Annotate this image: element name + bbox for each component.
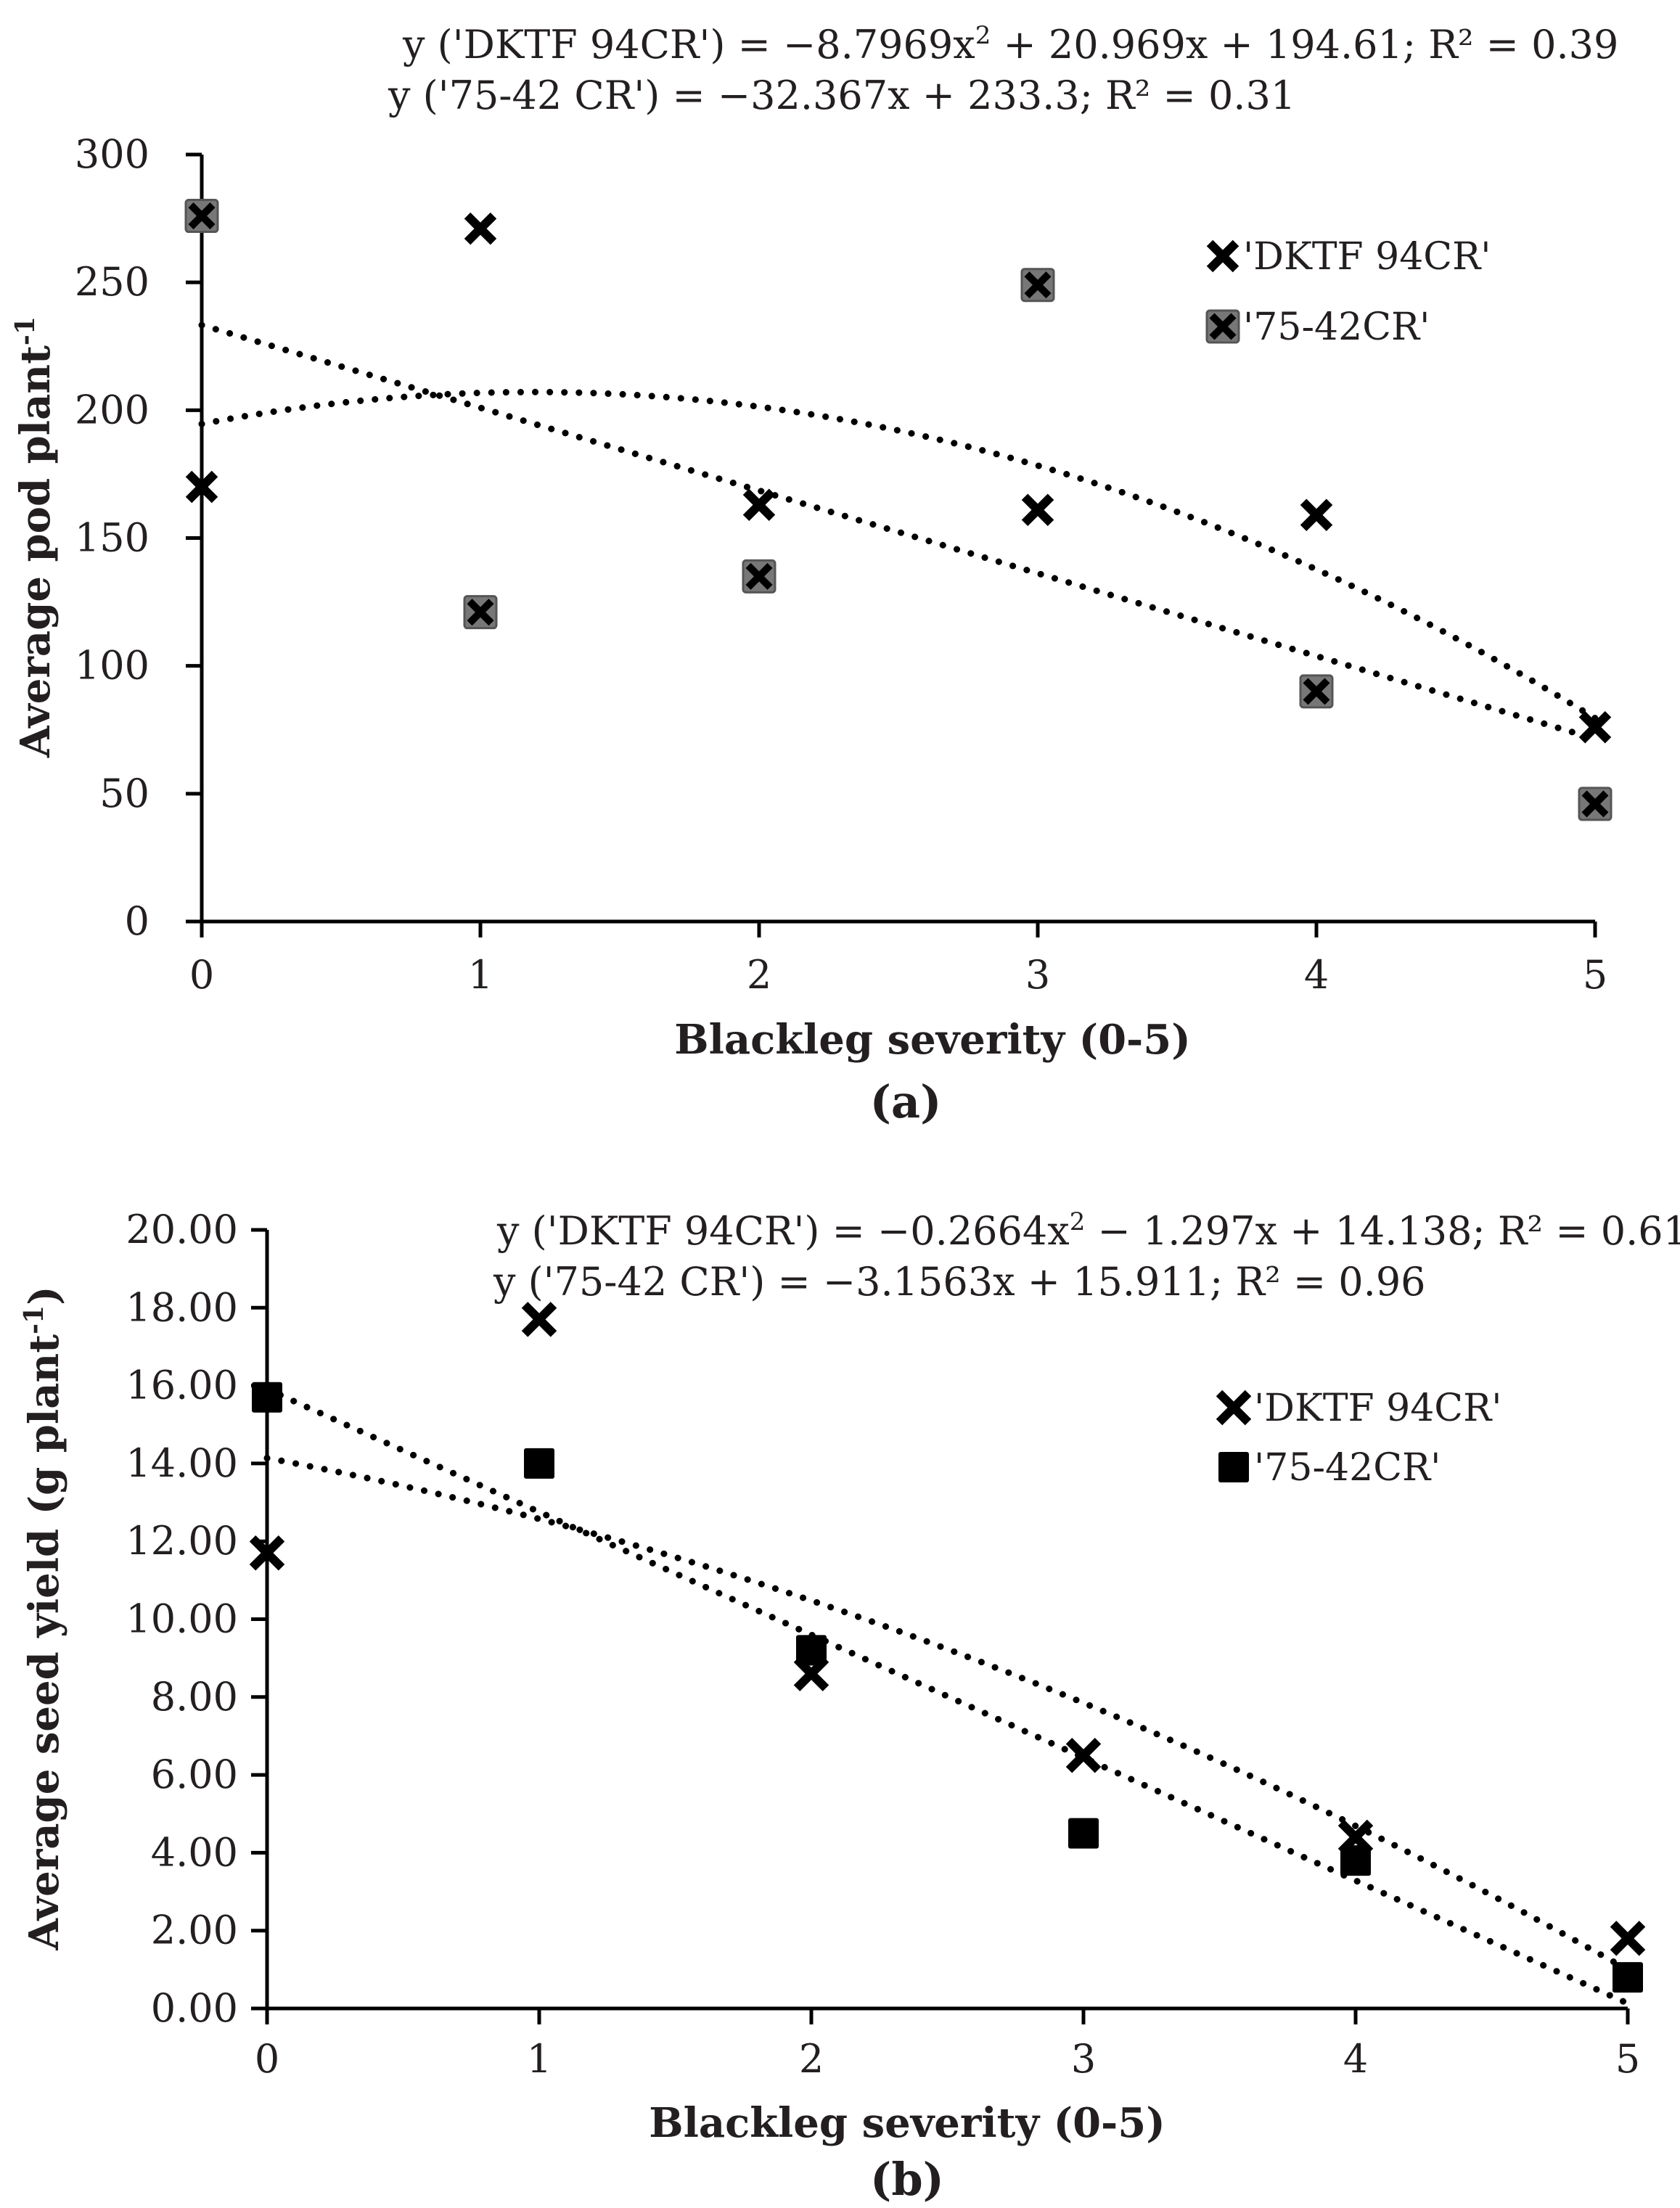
- series1-point-1: [521, 1302, 557, 1337]
- equation-2: y ('75-42 CR') = −3.1563x + 15.911; R² =…: [493, 1259, 1426, 1305]
- equation-2: y ('75-42 CR') = −32.367x + 233.3; R² = …: [388, 73, 1295, 118]
- series2-point-4-x-2: [1303, 678, 1330, 705]
- series2-point-0: [184, 199, 219, 234]
- y-tick-label-10: 20.00: [126, 1207, 238, 1252]
- x-tick-label-1: 1: [468, 952, 493, 998]
- series2-point-0: [252, 1382, 282, 1413]
- x-tick-label-1: 1: [527, 2036, 552, 2082]
- legend-marker-1: [1206, 239, 1239, 273]
- x-tick-label-5: 5: [1583, 952, 1607, 998]
- y-tick-label-2: 100: [75, 643, 149, 689]
- series1-point-5-stroke-2: [1610, 1921, 1646, 1956]
- x-tick-label-4: 4: [1304, 952, 1329, 998]
- trendline-1: [198, 388, 1599, 722]
- y-tick-label-4: 8.00: [151, 1674, 238, 1720]
- x-tick-label-3: 3: [1025, 952, 1050, 998]
- series2-point-1-x-2: [467, 599, 494, 626]
- series2-point-2: [742, 559, 777, 594]
- series2-point-0-x-2: [188, 202, 216, 230]
- series1-point-3: [1021, 493, 1054, 526]
- y-tick-label-3: 150: [75, 515, 149, 561]
- y-axis-title: Average seed yield (g plant-1): [19, 1286, 68, 1950]
- trendline-2: [263, 1385, 1631, 2007]
- chart-b: y ('DKTF 94CR') = −0.2664x2 − 1.297x + 1…: [19, 1207, 1680, 2206]
- series2-point-5: [1578, 787, 1613, 821]
- x-axis-title: Blackleg severity (0-5): [674, 1016, 1191, 1064]
- legend-marker-1-stroke-2: [1216, 1390, 1252, 1426]
- series1-point-5: [1610, 1921, 1646, 1956]
- y-tick-label-6: 300: [75, 131, 149, 177]
- series1-point-0-stroke-2: [249, 1535, 285, 1571]
- trendline-2: [198, 321, 1599, 742]
- y-tick-label-1: 50: [99, 771, 149, 816]
- series2-point-2-x-2: [745, 562, 773, 590]
- equation-1: y ('DKTF 94CR') = −8.7969x2 + 20.969x + …: [402, 21, 1618, 67]
- series2-point-4: [1340, 1845, 1371, 1876]
- x-tick-label-0: 0: [189, 952, 214, 998]
- x-tick-label-3: 3: [1071, 2036, 1096, 2082]
- series1-point-3-stroke-2: [1065, 1738, 1102, 1773]
- series2-point-1: [524, 1448, 554, 1479]
- y-axis-title: Average pod plant-1: [10, 316, 60, 758]
- y-tick-label-9: 18.00: [126, 1284, 238, 1330]
- legend-marker-2: [1218, 1452, 1249, 1482]
- equation-1: y ('DKTF 94CR') = −0.2664x2 − 1.297x + 1…: [496, 1207, 1680, 1254]
- series1-point-3-stroke-2: [1021, 493, 1054, 526]
- series2-point-5-x-2: [1581, 790, 1609, 818]
- trendline-1: [263, 1455, 1631, 1974]
- y-tick-label-5: 250: [75, 259, 149, 305]
- series1-point-1: [464, 212, 497, 245]
- series1-point-5: [1578, 710, 1612, 744]
- legend-label-2: '75-42CR': [1254, 1446, 1441, 1490]
- legend-marker-1-stroke-2: [1206, 239, 1239, 273]
- series1-point-4: [1300, 498, 1333, 532]
- y-tick-label-0: 0: [125, 898, 149, 944]
- y-tick-label-5: 10.00: [126, 1596, 238, 1642]
- series2-point-5: [1613, 1962, 1643, 1993]
- legend-label-1: 'DKTF 94CR': [1254, 1387, 1502, 1430]
- series2-point-3: [1020, 268, 1055, 303]
- x-tick-label-2: 2: [747, 952, 771, 998]
- series1-point-2: [742, 488, 776, 521]
- series2-point-3: [1068, 1818, 1099, 1849]
- series2-point-1: [463, 595, 498, 630]
- series1-point-2-stroke-2: [742, 488, 776, 521]
- series1-point-1-stroke-2: [464, 212, 497, 245]
- series1-point-0: [249, 1535, 285, 1571]
- y-tick-label-1: 2.00: [151, 1908, 238, 1953]
- chart-a: y ('DKTF 94CR') = −8.7969x2 + 20.969x + …: [10, 21, 1618, 1128]
- series1-point-4-stroke-2: [1300, 498, 1333, 532]
- y-tick-label-4: 200: [75, 387, 149, 432]
- series2-point-4: [1299, 674, 1334, 709]
- y-tick-label-7: 14.00: [126, 1440, 238, 1486]
- y-tick-label-3: 6.00: [151, 1752, 238, 1797]
- y-tick-label-6: 12.00: [126, 1518, 238, 1564]
- series1-point-0: [185, 470, 218, 504]
- x-tick-label-4: 4: [1343, 2036, 1368, 2082]
- series2-point-3-x-2: [1024, 271, 1052, 299]
- x-tick-label-2: 2: [799, 2036, 824, 2082]
- legend-marker-2-x-2: [1209, 313, 1237, 340]
- x-axis-title: Blackleg severity (0-5): [649, 2099, 1165, 2147]
- series1-point-5-stroke-2: [1578, 710, 1612, 744]
- panel-label: (b): [870, 2153, 944, 2206]
- panel-label: (a): [870, 1075, 942, 1128]
- y-tick-label-2: 4.00: [151, 1829, 238, 1875]
- y-tick-label-0: 0.00: [151, 1985, 238, 2031]
- series1-point-0-stroke-2: [185, 470, 218, 504]
- legend-label-2: '75-42CR': [1243, 305, 1430, 349]
- x-tick-label-0: 0: [255, 2036, 279, 2082]
- legend-marker-1: [1216, 1390, 1252, 1426]
- x-tick-label-5: 5: [1615, 2036, 1640, 2082]
- y-tick-label-8: 16.00: [126, 1363, 238, 1408]
- legend-marker-2: [1205, 309, 1240, 344]
- series1-point-3: [1065, 1738, 1102, 1773]
- series2-point-2: [796, 1635, 827, 1666]
- series1-point-1-stroke-2: [521, 1302, 557, 1337]
- legend-label-1: 'DKTF 94CR': [1243, 235, 1491, 279]
